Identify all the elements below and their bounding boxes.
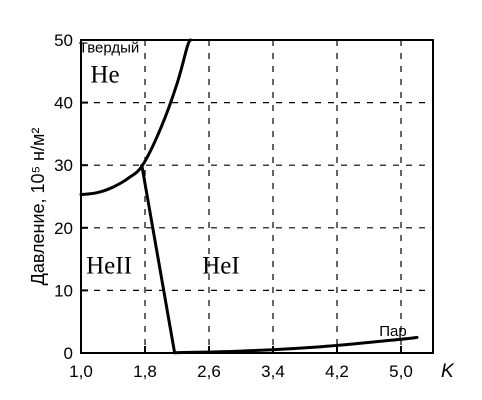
x-tick-label: 5,0 <box>389 362 413 381</box>
phase-curves <box>79 38 419 355</box>
y-tick-label: 30 <box>54 156 73 175</box>
region-labels: Твердый He HeII HeI Пар <box>79 39 407 340</box>
region-label: HeI <box>202 252 239 279</box>
vapor-curve <box>173 335 419 355</box>
x-axis-unit: K <box>441 361 455 382</box>
lambda-line <box>140 163 177 355</box>
plot-border <box>80 39 434 354</box>
x-tick-label: 1,0 <box>69 362 93 381</box>
y-axis-title: Давление, 10⁵ н/м² <box>28 128 48 286</box>
region-label-solid-title: Твердый <box>79 39 140 56</box>
region-label-solid-he: He <box>90 61 119 88</box>
region-label: Пар <box>379 323 406 340</box>
x-tick-label: 2,6 <box>197 362 221 381</box>
region-label: HeII <box>86 252 132 279</box>
y-tick-label: 10 <box>54 281 73 300</box>
y-tick-label: 0 <box>64 344 73 363</box>
y-tick-label: 50 <box>54 31 73 50</box>
y-tick-label: 20 <box>54 219 73 238</box>
plot-frame <box>80 39 434 354</box>
x-tick-label: 1,8 <box>133 362 157 381</box>
y-tick-label: 40 <box>54 94 73 113</box>
x-tick-label: 3,4 <box>261 362 285 381</box>
tick-labels: 0 10 20 30 40 50 1,0 1,8 2,6 3,4 4,2 5,0 <box>54 31 413 381</box>
x-tick-label: 4,2 <box>325 362 349 381</box>
grid-lines <box>81 40 433 353</box>
